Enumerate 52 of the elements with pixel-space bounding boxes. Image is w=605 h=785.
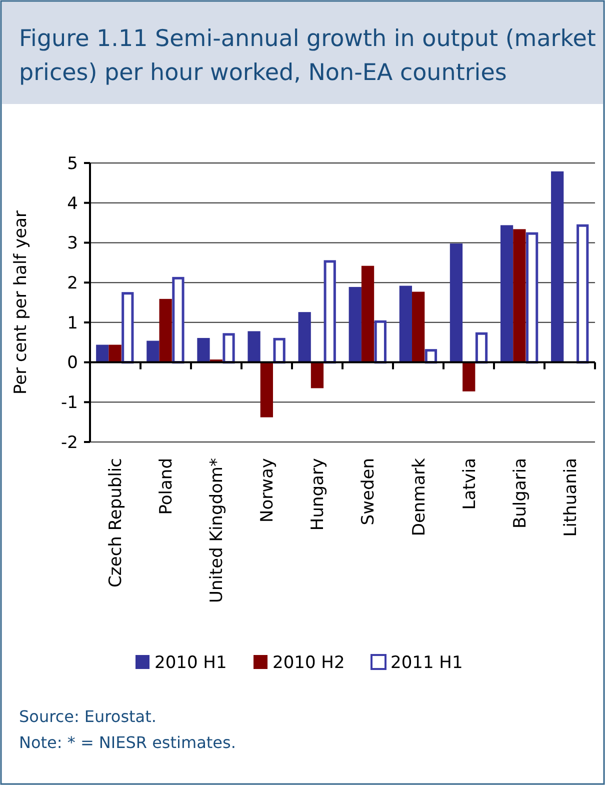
bar bbox=[159, 298, 172, 362]
x-tick-label: United Kingdom* bbox=[207, 458, 228, 603]
bar bbox=[197, 338, 210, 362]
bar bbox=[172, 276, 184, 364]
y-tick-label: -1 bbox=[61, 393, 78, 414]
bar bbox=[412, 292, 425, 362]
bar bbox=[298, 312, 311, 362]
bar bbox=[348, 286, 362, 362]
chart-title: Figure 1.11 Semi-annual growth in output (market prices) per hour worked, Non-EA countries bbox=[19, 26, 596, 86]
bar bbox=[260, 362, 273, 418]
legend-label: 2010 H2 bbox=[272, 652, 345, 673]
bar bbox=[361, 266, 374, 362]
bar bbox=[462, 362, 476, 392]
bar bbox=[450, 244, 463, 362]
bar bbox=[324, 260, 336, 364]
y-axis-title: Per cent per half year bbox=[11, 210, 31, 395]
source-note: Source: Eurostat. bbox=[19, 707, 156, 726]
bar bbox=[526, 232, 538, 364]
bar bbox=[146, 340, 160, 362]
bar bbox=[222, 333, 235, 364]
x-tick-label: Lithuania bbox=[560, 458, 581, 537]
text: Note: * = NIESR estimates. bbox=[19, 733, 236, 752]
bar bbox=[513, 229, 526, 362]
x-tick-label: Sweden bbox=[358, 458, 379, 526]
y-tick-label: 3 bbox=[67, 234, 78, 254]
y-tick-label: 0 bbox=[67, 353, 78, 374]
bar bbox=[248, 331, 260, 362]
bar bbox=[108, 344, 122, 362]
bar bbox=[399, 286, 412, 362]
y-tick-label: 2 bbox=[67, 274, 78, 294]
y-tick-label: -2 bbox=[61, 432, 78, 453]
y-tick-label: 5 bbox=[67, 154, 78, 174]
x-tick-label: Hungary bbox=[308, 458, 328, 531]
bar bbox=[310, 362, 324, 388]
y-tick-label: 4 bbox=[67, 194, 78, 214]
bar bbox=[374, 320, 386, 364]
bar bbox=[273, 338, 286, 364]
bar bbox=[500, 225, 514, 362]
legend-label: 2010 H1 bbox=[154, 652, 227, 673]
x-tick-label: Denmark bbox=[409, 458, 430, 536]
bar bbox=[551, 171, 564, 362]
x-tick-label: Czech Republic bbox=[106, 458, 126, 588]
x-tick-label: Bulgaria bbox=[510, 458, 530, 528]
x-tick-label: Latvia bbox=[460, 458, 480, 510]
bar bbox=[576, 224, 589, 364]
x-tick-label: Norway bbox=[258, 458, 278, 522]
legend-label: 2011 H1 bbox=[390, 652, 463, 673]
bar bbox=[122, 292, 134, 364]
bar bbox=[475, 332, 488, 364]
y-tick-label: 1 bbox=[67, 313, 78, 334]
x-tick-label: Poland bbox=[156, 458, 177, 515]
bar bbox=[96, 344, 109, 362]
